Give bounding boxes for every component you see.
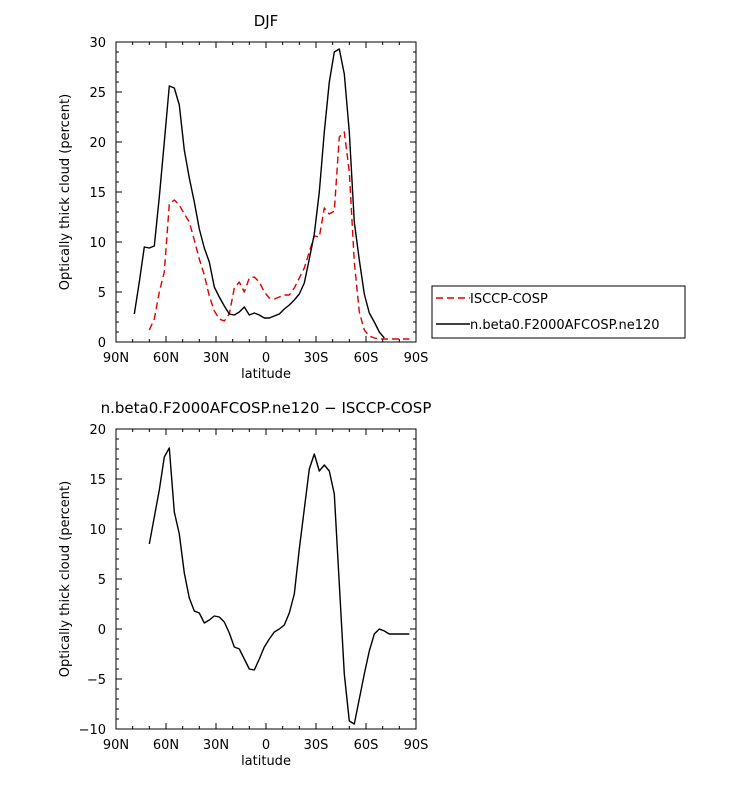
- top-series-line-1: [133, 48, 385, 339]
- bottom-series-line-0: [148, 447, 410, 725]
- top-y-tick-label: 0: [98, 336, 106, 351]
- top-y-tick-label: 30: [89, 36, 106, 51]
- legend-box: [431, 285, 686, 339]
- bottom-y-tick-label: 20: [89, 423, 106, 438]
- top-y-axis-label: Optically thick cloud (percent): [58, 94, 73, 290]
- bottom-y-tick-label: −10: [79, 723, 106, 738]
- top-x-tick-label: 60S: [354, 351, 379, 366]
- bottom-x-tick-label: 30S: [304, 738, 329, 753]
- bottom-y-tick-label: 15: [89, 473, 106, 488]
- bottom-x-tick-label: 60S: [354, 738, 379, 753]
- top-y-tick-label: 15: [89, 186, 106, 201]
- legend: ISCCP-COSP n.beta0.F2000AFCOSP.ne120: [431, 285, 686, 339]
- top-x-tick-label: 0: [262, 351, 270, 366]
- bottom-x-tick-label: 0: [262, 738, 270, 753]
- bottom-chart-title: n.beta0.F2000AFCOSP.ne120 − ISCCP-COSP: [101, 399, 432, 417]
- top-x-axis-label: latitude: [241, 367, 291, 382]
- bottom-x-tick-label: 90N: [103, 738, 129, 753]
- bottom-y-tick-label: 10: [89, 523, 106, 538]
- legend-label-0: ISCCP-COSP: [470, 292, 548, 307]
- top-x-tick-label: 90S: [404, 351, 429, 366]
- bottom-y-tick-label: 5: [98, 573, 106, 588]
- top-x-tick-label: 30S: [304, 351, 329, 366]
- bottom-x-tick-label: 30N: [203, 738, 229, 753]
- top-chart: DJF 90N 60N 30N 0 30S 60S 90S 0 5 10 15 20 25 30 latitu…: [58, 12, 428, 382]
- top-y-tick-label: 20: [89, 136, 106, 151]
- top-series-line-0: [148, 131, 410, 340]
- bottom-plot-frame: [115, 428, 417, 730]
- top-y-tick-label: 10: [89, 236, 106, 251]
- top-y-tick-label: 25: [89, 86, 106, 101]
- bottom-y-tick-label: −5: [87, 673, 106, 688]
- top-x-tick-label: 60N: [153, 351, 179, 366]
- bottom-chart: n.beta0.F2000AFCOSP.ne120 − ISCCP-COSP 90…: [58, 399, 431, 769]
- top-chart-title: DJF: [254, 12, 279, 30]
- bottom-y-tick-label: 0: [98, 623, 106, 638]
- top-x-tick-label: 90N: [103, 351, 129, 366]
- legend-label-1: n.beta0.F2000AFCOSP.ne120: [470, 318, 660, 333]
- bottom-x-tick-label: 90S: [404, 738, 429, 753]
- top-y-tick-label: 5: [98, 286, 106, 301]
- bottom-x-tick-label: 60N: [153, 738, 179, 753]
- top-plot-frame: [115, 41, 417, 343]
- bottom-x-axis-label: latitude: [241, 754, 291, 769]
- top-x-tick-label: 30N: [203, 351, 229, 366]
- bottom-y-axis-label: Optically thick cloud (percent): [58, 481, 73, 677]
